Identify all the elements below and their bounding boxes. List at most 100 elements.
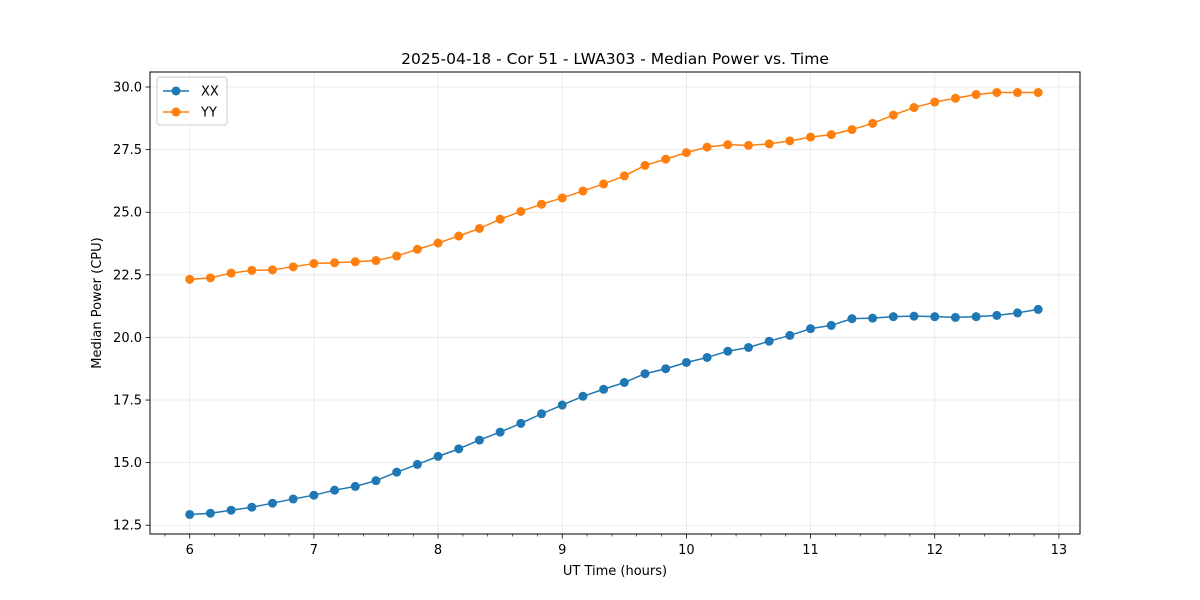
data-point-xx: [392, 467, 402, 477]
y-tick-label: 15.0: [113, 456, 142, 471]
data-point-yy: [454, 231, 464, 241]
data-point-xx: [537, 409, 547, 419]
data-point-xx: [205, 508, 215, 518]
data-point-yy: [785, 136, 795, 146]
data-point-yy: [1033, 88, 1043, 98]
x-tick-label: 10: [678, 543, 695, 558]
data-point-yy: [950, 93, 960, 103]
x-tick-label: 12: [926, 543, 943, 558]
data-point-xx: [599, 384, 609, 394]
data-point-yy: [743, 140, 753, 150]
data-point-yy: [516, 206, 526, 216]
data-point-xx: [247, 502, 257, 512]
data-point-yy: [495, 214, 505, 224]
y-tick-label: 20.0: [113, 331, 142, 346]
series-yy: [185, 88, 1043, 284]
data-point-yy: [309, 259, 319, 269]
data-point-xx: [516, 418, 526, 428]
data-point-xx: [992, 310, 1002, 320]
series-layer: [185, 88, 1043, 519]
data-point-xx: [785, 330, 795, 340]
data-point-xx: [743, 342, 753, 352]
data-point-yy: [557, 193, 567, 203]
data-point-xx: [578, 391, 588, 401]
data-point-xx: [268, 498, 278, 508]
data-point-xx: [826, 320, 836, 330]
data-point-xx: [661, 364, 671, 374]
legend-marker-yy: [171, 107, 181, 117]
grid: [150, 72, 1080, 534]
data-point-xx: [764, 336, 774, 346]
data-point-xx: [185, 509, 195, 519]
data-point-xx: [681, 357, 691, 367]
x-tick-label: 7: [310, 543, 318, 558]
data-point-xx: [888, 312, 898, 322]
data-point-yy: [640, 160, 650, 170]
data-point-yy: [847, 125, 857, 135]
legend-label-yy: YY: [200, 106, 217, 121]
data-point-yy: [661, 154, 671, 164]
data-point-yy: [681, 148, 691, 158]
data-point-yy: [806, 132, 816, 142]
data-point-yy: [930, 97, 940, 107]
legend-marker-xx: [171, 86, 181, 96]
data-point-yy: [205, 273, 215, 283]
data-point-xx: [950, 312, 960, 322]
chart-title: 2025-04-18 - Cor 51 - LWA303 - Median Po…: [401, 50, 829, 68]
data-point-xx: [806, 324, 816, 334]
data-point-yy: [764, 139, 774, 149]
data-point-xx: [454, 444, 464, 454]
data-point-xx: [640, 369, 650, 379]
y-axis-label: Median Power (CPU): [90, 237, 105, 368]
data-point-xx: [930, 312, 940, 322]
data-point-xx: [309, 490, 319, 500]
y-tick-label: 12.5: [113, 519, 142, 534]
axis-ticks: 6 7 8 9 10 11 12 13 12.5 15.0 17.5 20.0 22.5 25.0 27.5…: [113, 81, 1067, 558]
legend-label-xx: XX: [201, 85, 219, 100]
data-point-yy: [350, 257, 360, 267]
data-point-yy: [971, 90, 981, 100]
data-point-xx: [971, 312, 981, 322]
data-point-yy: [992, 88, 1002, 98]
data-point-xx: [371, 476, 381, 486]
data-point-yy: [185, 274, 195, 284]
x-tick-label: 11: [802, 543, 819, 558]
data-point-xx: [847, 314, 857, 324]
data-point-yy: [371, 256, 381, 266]
data-point-yy: [723, 140, 733, 150]
data-point-xx: [288, 494, 298, 504]
data-point-yy: [330, 258, 340, 268]
data-point-xx: [350, 481, 360, 491]
data-point-yy: [474, 224, 484, 233]
y-tick-label: 17.5: [113, 394, 142, 409]
data-point-yy: [288, 262, 298, 272]
x-tick-label: 13: [1051, 543, 1068, 558]
y-tick-label: 22.5: [113, 268, 142, 283]
data-point-yy: [412, 244, 422, 254]
data-point-yy: [433, 238, 443, 248]
x-tick-label: 6: [186, 543, 194, 558]
x-tick-label: 9: [558, 543, 566, 558]
legend: XX YY: [156, 76, 228, 126]
plot-area-frame: [149, 71, 1081, 535]
data-point-xx: [557, 400, 567, 410]
data-point-yy: [537, 199, 547, 209]
data-point-xx: [619, 378, 629, 387]
x-tick-label: 8: [434, 543, 442, 558]
data-point-yy: [392, 251, 402, 261]
data-point-xx: [1013, 308, 1023, 318]
data-point-xx: [1033, 304, 1043, 314]
data-point-xx: [723, 346, 733, 356]
data-point-xx: [412, 459, 422, 469]
y-tick-label: 30.0: [113, 81, 142, 96]
data-point-yy: [909, 103, 919, 113]
data-point-yy: [578, 186, 588, 196]
data-point-xx: [330, 485, 340, 495]
data-point-yy: [888, 110, 898, 120]
data-point-xx: [495, 427, 505, 437]
x-axis-label: UT Time (hours): [563, 564, 667, 579]
data-point-yy: [247, 265, 257, 275]
data-point-xx: [868, 313, 878, 323]
data-point-yy: [868, 118, 878, 128]
data-point-xx: [702, 352, 712, 362]
